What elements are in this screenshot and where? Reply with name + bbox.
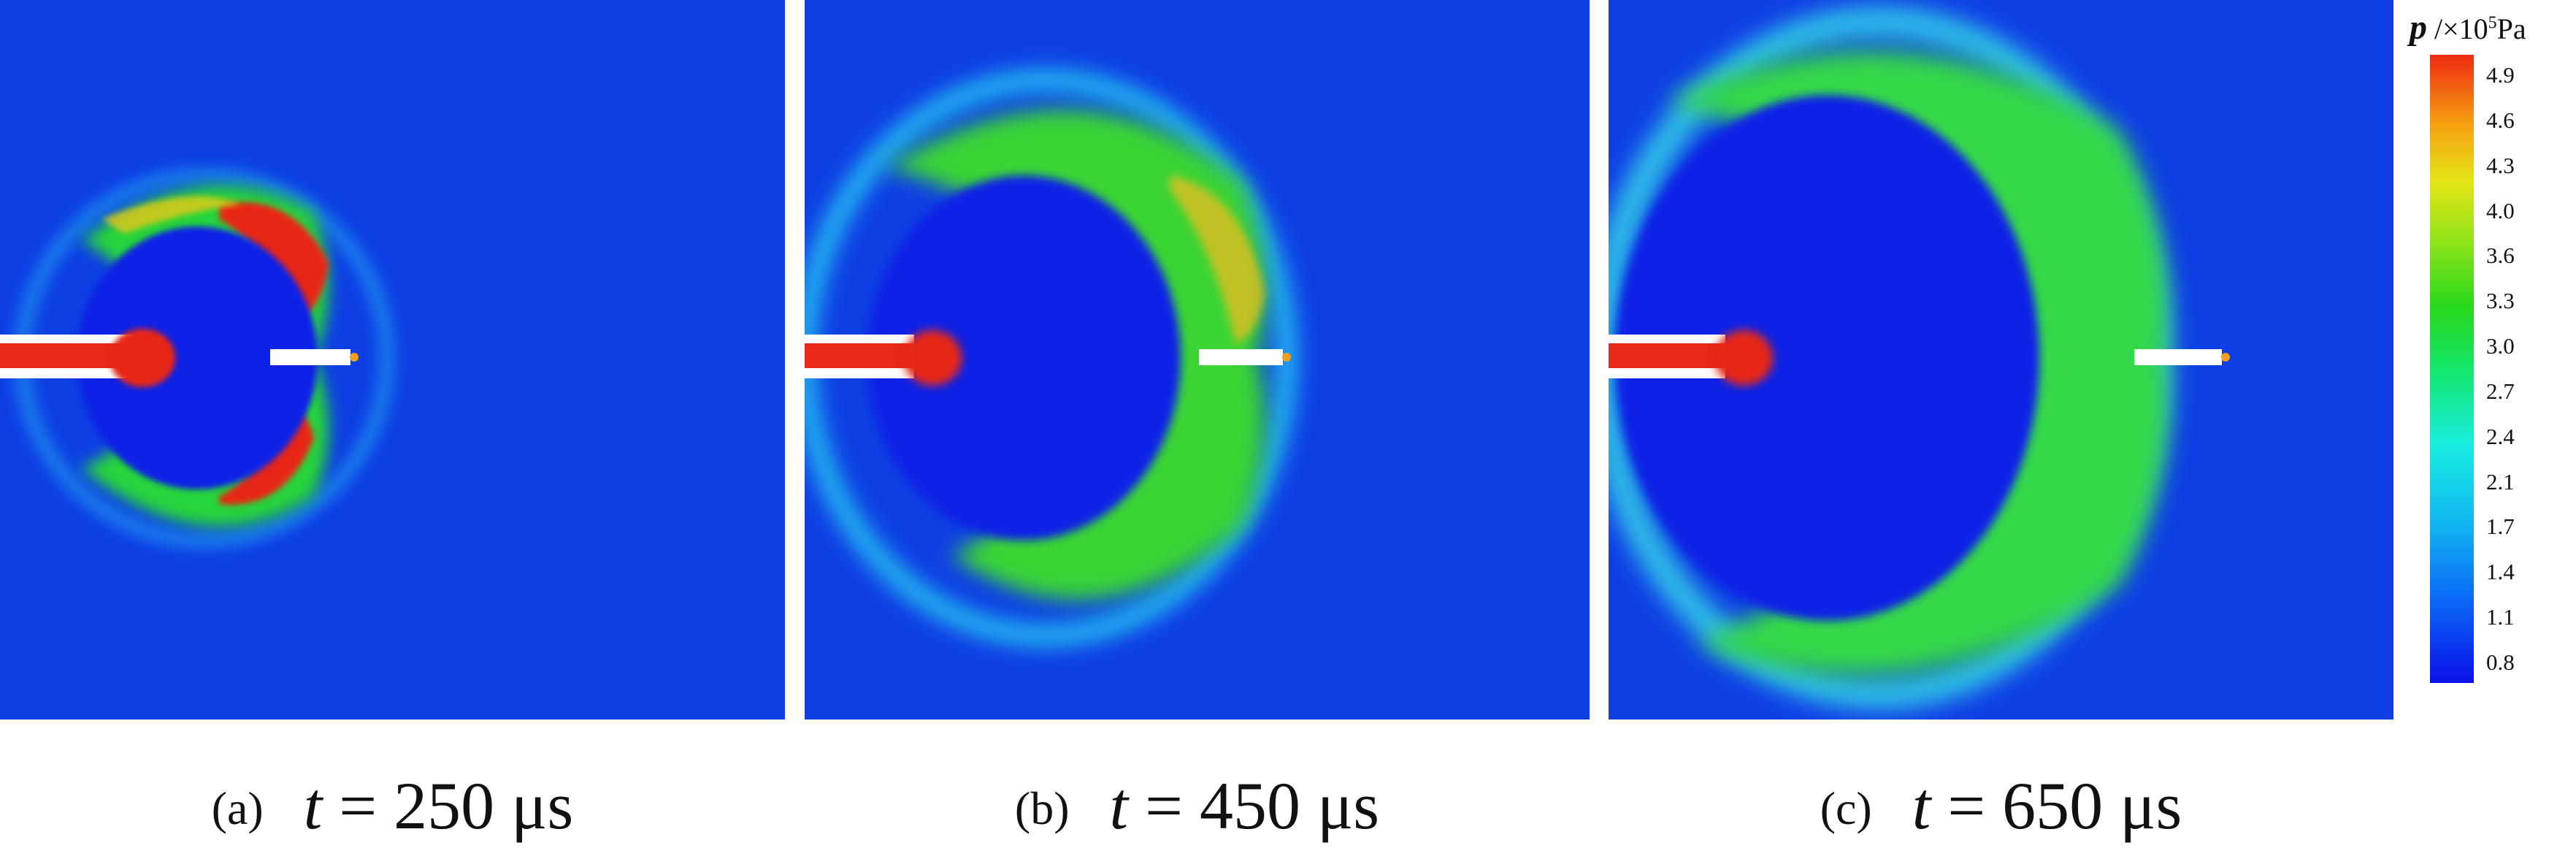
caption-label: (b) xyxy=(1014,782,1070,834)
colorbar-tick-label: 4.6 xyxy=(2486,107,2515,133)
pressure-field-panel-c xyxy=(1609,0,2393,719)
colorbar-tick-label: 3.6 xyxy=(2486,243,2515,269)
caption-label: (c) xyxy=(1820,782,1872,834)
pressure-field-panel-a xyxy=(0,0,785,719)
caption-time-value: = 450 μs xyxy=(1128,768,1380,843)
colorbar-symbol: p xyxy=(2410,8,2427,47)
caption-panel-b: (b) t = 450 μs xyxy=(805,767,1590,847)
colorbar-tick-label: 2.1 xyxy=(2486,468,2515,495)
colorbar-title: p /×105Pa xyxy=(2410,7,2526,47)
caption-label: (a) xyxy=(211,782,264,834)
colorbar-tick-label: 4.3 xyxy=(2486,152,2515,178)
caption-time-symbol: t xyxy=(303,768,323,843)
colorbar-tick-label: 1.7 xyxy=(2486,514,2515,540)
caption-time-value: = 250 μs xyxy=(322,768,574,843)
colorbar-tick-labels: 4.9 4.6 4.3 4.0 3.6 3.3 3.0 2.7 2.4 2.1 1.7 1.4 1.1 0… xyxy=(2486,55,2567,683)
colorbar-tick-label: 4.9 xyxy=(2486,62,2515,88)
colorbar-tick-label: 4.0 xyxy=(2486,197,2515,224)
colorbar-tick-label: 1.1 xyxy=(2486,604,2515,630)
colorbar-tick-label: 2.4 xyxy=(2486,423,2515,449)
caption-time-symbol: t xyxy=(1109,768,1129,843)
colorbar-unit-prefix: /×10 xyxy=(2427,12,2488,45)
caption-panel-a: (a) t = 250 μs xyxy=(0,767,785,847)
colorbar-unit-exponent: 5 xyxy=(2488,13,2497,33)
colorbar-tick-label: 0.8 xyxy=(2486,649,2515,675)
caption-panel-c: (c) t = 650 μs xyxy=(1609,767,2393,847)
colorbar-tick-label: 1.4 xyxy=(2486,559,2515,585)
caption-time-value: = 650 μs xyxy=(1931,768,2182,843)
caption-time-symbol: t xyxy=(1912,768,1931,843)
pressure-field-panel-b xyxy=(805,0,1590,719)
colorbar-gradient xyxy=(2430,55,2474,683)
colorbar-tick-label: 2.7 xyxy=(2486,378,2515,404)
colorbar-tick-label: 3.0 xyxy=(2486,333,2515,359)
colorbar-tick-label: 3.3 xyxy=(2486,288,2515,314)
colorbar-unit: Pa xyxy=(2496,12,2526,45)
